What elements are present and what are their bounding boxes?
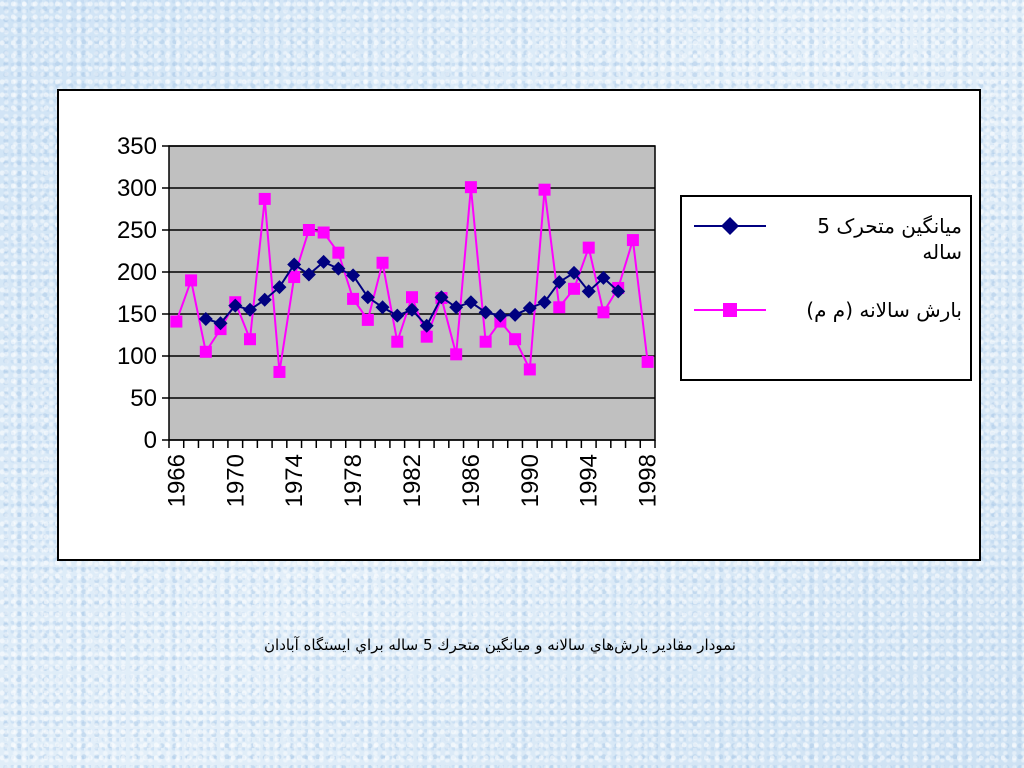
data-point-annual-rainfall [538,183,551,196]
data-point-annual-rainfall [347,292,360,305]
data-point-annual-rainfall [391,335,404,348]
x-tick-label: 1998 [635,454,662,507]
data-point-annual-rainfall [479,335,492,348]
chart-caption: نمودار مقادير بارش‌هاي سالانه و ميانگين … [264,636,736,654]
data-point-moving-average [434,290,449,305]
data-point-moving-average [272,280,287,295]
chart-frame: 0 50 100 150 200 250 300 350 1966 1970 1974 1978 198… [57,89,981,561]
data-point-moving-average [287,257,302,272]
data-point-annual-rainfall [523,363,536,376]
data-point-moving-average [375,300,390,315]
legend-entry-annual-rainfall: بارش سالانه (م م) [692,297,962,357]
legend-label-annual-rainfall: بارش سالانه (م م) [806,298,962,322]
y-tick-label: 350 [117,133,157,160]
y-tick-label: 300 [117,175,157,202]
data-point-moving-average [567,265,581,280]
data-point-moving-average [581,284,596,299]
data-point-annual-rainfall [568,282,580,295]
data-point-moving-average [463,295,478,310]
y-tick-label: 0 [144,427,157,454]
x-tick-label: 1982 [399,454,426,507]
data-point-moving-average [243,302,257,317]
line-chart: 0 50 100 150 200 250 300 350 1966 1970 1974 1978 198… [117,133,662,507]
data-point-moving-average [493,308,508,323]
chart-legend: ميانگين متحرک 5 ساله بارش سالانه (م م) [680,195,972,381]
data-point-annual-rainfall [376,256,389,269]
data-point-moving-average [257,292,272,307]
data-point-moving-average [611,284,626,299]
data-point-moving-average [331,261,346,276]
data-point-annual-rainfall [464,181,477,194]
data-point-moving-average [390,308,405,323]
data-point-moving-average [478,305,493,320]
data-point-moving-average [213,316,228,331]
data-point-annual-rainfall [597,306,610,319]
data-point-moving-average [552,275,567,290]
y-tick-label: 150 [117,301,157,328]
x-tick-label: 1970 [222,454,249,507]
data-point-moving-average [449,300,464,315]
x-tick-label: 1994 [576,454,603,507]
legend-swatch-annual-rainfall [694,303,766,317]
x-tick-label: 1990 [517,454,544,507]
data-point-annual-rainfall [332,246,345,259]
y-tick-label: 100 [117,343,157,370]
data-point-annual-rainfall [641,355,654,368]
data-point-moving-average [405,302,419,317]
data-point-moving-average [508,307,523,322]
data-point-moving-average [198,312,213,327]
data-point-annual-rainfall [361,313,374,326]
y-tick-label: 250 [117,217,157,244]
data-point-annual-rainfall [302,224,315,236]
data-point-moving-average [228,298,243,313]
data-point-annual-rainfall [273,365,286,378]
data-point-moving-average [301,267,316,282]
data-point-moving-average [360,290,375,305]
data-point-annual-rainfall [509,333,522,346]
data-point-annual-rainfall [553,301,566,314]
data-point-annual-rainfall [244,333,256,346]
data-point-annual-rainfall [406,291,418,304]
legend-label-moving-average: ميانگين متحرک 5 ساله [817,214,962,264]
legend-entry-moving-average: ميانگين متحرک 5 ساله [692,213,962,273]
x-tick-label: 1986 [458,454,485,507]
x-tick-label: 1966 [163,454,190,507]
data-point-annual-rainfall [626,234,639,247]
data-point-moving-average [346,268,361,283]
y-tick-label: 200 [117,259,157,286]
data-point-moving-average [596,270,611,285]
data-point-annual-rainfall [258,192,271,205]
x-tick-label: 1978 [340,454,367,507]
data-point-annual-rainfall [199,345,212,358]
data-point-annual-rainfall [582,241,595,254]
legend-swatch-moving-average [694,217,766,235]
data-point-moving-average [419,318,434,333]
data-point-moving-average [537,295,552,310]
data-point-annual-rainfall [288,271,301,284]
x-tick-label: 1974 [281,454,308,507]
data-point-annual-rainfall [317,226,330,239]
data-point-annual-rainfall [450,348,463,361]
data-point-annual-rainfall [170,315,183,328]
data-point-annual-rainfall [185,274,198,287]
y-tick-label: 50 [130,385,157,412]
data-point-annual-rainfall [420,330,433,343]
data-point-moving-average [522,301,537,316]
